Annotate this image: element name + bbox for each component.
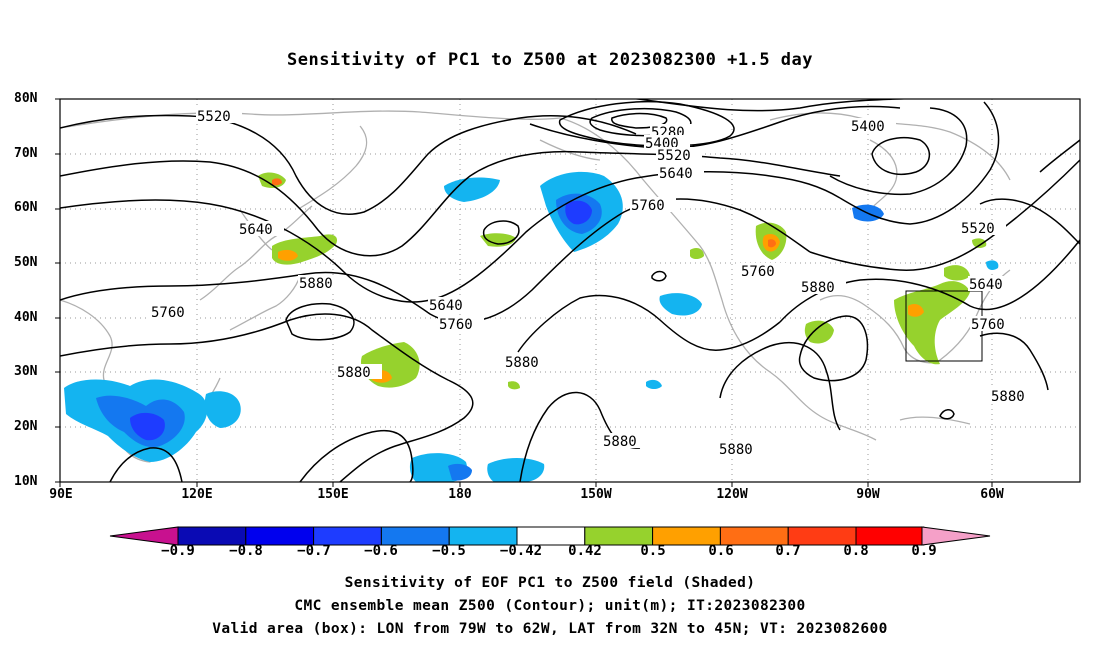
svg-text:5880: 5880: [801, 280, 835, 296]
svg-text:5880: 5880: [719, 442, 753, 458]
contour-label: 5880: [504, 354, 550, 371]
contour-label: 5880: [336, 364, 382, 381]
lon-label: 120E: [181, 487, 213, 502]
svg-text:5640: 5640: [239, 222, 273, 238]
colorbar-label: −0.5: [432, 543, 466, 559]
colorbar-label: 0.5: [640, 543, 666, 559]
svg-text:5760: 5760: [439, 317, 473, 333]
colorbar-label: −0.42: [499, 543, 543, 559]
lon-label: 60W: [980, 487, 1004, 502]
svg-text:5880: 5880: [299, 276, 333, 292]
contour-label: 5880: [298, 275, 344, 292]
lon-label: 180: [448, 487, 472, 502]
lat-label: 70N: [14, 146, 38, 161]
contour-label: 5760: [150, 304, 196, 321]
contour-label: 5520: [960, 220, 1006, 237]
svg-text:5640: 5640: [429, 298, 463, 314]
svg-text:5760: 5760: [631, 198, 665, 214]
lat-label: 50N: [14, 255, 38, 270]
svg-text:5520: 5520: [657, 148, 691, 164]
lat-label: 80N: [14, 91, 38, 106]
colorbar-label: −0.7: [297, 543, 331, 559]
contour-label: 5520: [196, 108, 242, 125]
colorbar-label: −0.6: [364, 543, 398, 559]
sensitivity-shading: [64, 171, 999, 482]
contour-label: 5880: [800, 279, 846, 296]
caption-shading: Sensitivity of EOF PC1 to Z500 field (Sh…: [344, 575, 756, 591]
caption-valid-area: Valid area (box): LON from 79W to 62W, L…: [212, 621, 888, 637]
lat-label: 30N: [14, 364, 38, 379]
contour-label: 5880: [602, 433, 648, 450]
colorbar-label: 0.42: [568, 543, 602, 559]
caption-contour: CMC ensemble mean Z500 (Contour); unit(m…: [294, 598, 806, 614]
svg-text:5640: 5640: [969, 277, 1003, 293]
svg-text:5880: 5880: [337, 365, 371, 381]
contour-label: 5520: [656, 147, 702, 164]
lat-label: 20N: [14, 419, 38, 434]
colorbar-label: −0.8: [229, 543, 263, 559]
colorbar-label: 0.9: [911, 543, 937, 559]
contour-label: 5760: [740, 263, 786, 280]
svg-text:5640: 5640: [659, 166, 693, 182]
colorbar-label: 0.8: [843, 543, 869, 559]
svg-text:5400: 5400: [851, 119, 885, 135]
contour-label: 5640: [658, 165, 704, 182]
lon-label: 90E: [49, 487, 73, 502]
lon-label: 120W: [716, 487, 748, 502]
colorbar-label: 0.6: [708, 543, 734, 559]
svg-text:5880: 5880: [505, 355, 539, 371]
contour-label: 5880: [990, 388, 1036, 405]
svg-text:5760: 5760: [151, 305, 185, 321]
colorbar-high-arrow: [921, 526, 991, 546]
lon-label: 150E: [317, 487, 349, 502]
lon-label: 150W: [580, 487, 612, 502]
axis-ticks: [55, 98, 993, 487]
svg-text:5520: 5520: [961, 221, 995, 237]
lon-label: 90W: [856, 487, 880, 502]
contour-label-group: 5520 5280 5400 5520 5400 5640 5760 5640 …: [150, 108, 1036, 458]
lat-label: 40N: [14, 310, 38, 325]
contour-label: 5640: [968, 276, 1014, 293]
svg-text:5880: 5880: [603, 434, 637, 450]
contour-label: 5640: [238, 221, 284, 238]
contour-label: 5760: [630, 197, 676, 214]
map-frame: [59, 98, 1081, 483]
contour-label: 5880: [718, 441, 764, 458]
colorbar-label: 0.7: [775, 543, 801, 559]
svg-text:5760: 5760: [741, 264, 775, 280]
svg-text:5880: 5880: [991, 389, 1025, 405]
lat-label: 60N: [14, 200, 38, 215]
contour-label: 5760: [970, 316, 1016, 333]
contour-label: 5640: [428, 297, 474, 314]
colorbar: [109, 526, 991, 546]
svg-text:5520: 5520: [197, 109, 231, 125]
contour-label: 5400: [850, 118, 896, 135]
colorbar-label: −0.9: [161, 543, 195, 559]
svg-text:5760: 5760: [971, 317, 1005, 333]
contour-label: 5760: [438, 316, 484, 333]
lat-label: 10N: [14, 474, 38, 489]
map-title: Sensitivity of PC1 to Z500 at 2023082300…: [286, 50, 813, 70]
